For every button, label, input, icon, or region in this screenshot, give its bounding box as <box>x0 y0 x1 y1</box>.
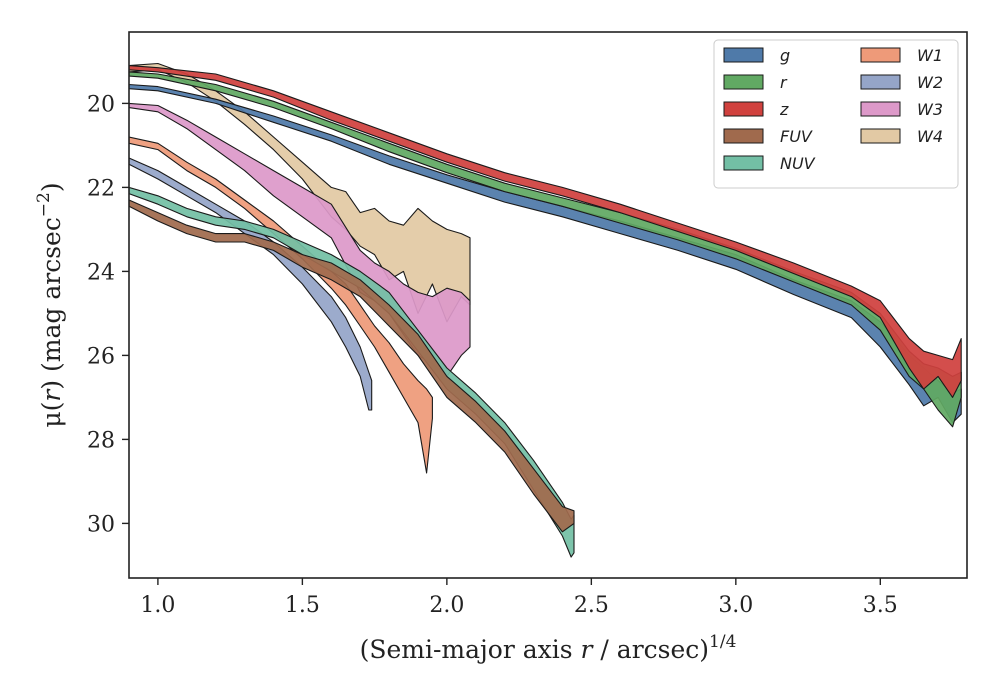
legend-swatch-w4 <box>860 128 901 144</box>
band-z <box>129 65 962 398</box>
band-nuv <box>129 186 575 558</box>
legend: grz FUV NUV W1 W2 W3 W4 <box>713 39 959 189</box>
legend-swatch-w1 <box>860 47 901 63</box>
x-tick-label: 1.5 <box>285 593 320 618</box>
legend-label-w1: W1 <box>917 46 943 65</box>
legend-label-r: r <box>780 73 788 92</box>
x-axis-label: (Semi-major axis r / arcsec)1/4 <box>360 632 737 664</box>
legend-label-fuv: FUV <box>780 127 813 146</box>
legend-swatch-w2 <box>860 74 901 90</box>
y-tick-label: 20 <box>87 92 115 117</box>
legend-label-w3: W3 <box>917 100 943 119</box>
legend-swatch-w3 <box>860 101 901 117</box>
band-w1 <box>129 136 433 474</box>
x-tick-label: 1.0 <box>140 593 175 618</box>
band-fuv <box>129 199 575 533</box>
legend-swatch-nuv <box>723 155 764 171</box>
x-axis-ticks: 1.0 1.5 2.0 2.5 3.0 3.5 <box>140 578 898 618</box>
y-tick-label: 28 <box>87 428 115 453</box>
band-g <box>129 83 962 424</box>
y-tick-label: 26 <box>87 344 115 369</box>
legend-swatch-fuv <box>723 128 764 144</box>
plot-frame <box>128 31 968 579</box>
legend-label-w2: W2 <box>917 73 943 92</box>
y-tick-label: 22 <box>87 176 115 201</box>
legend-swatch-r <box>723 74 764 90</box>
legend-label-w4: W4 <box>917 127 943 146</box>
legend-label-z: z <box>779 100 789 119</box>
legend-swatch-z <box>723 101 764 117</box>
legend-label-nuv: NUV <box>780 154 816 173</box>
y-axis-label: μ(r) (mag arcsec−2) <box>34 182 66 427</box>
y-axis-ticks: 20 22 24 26 28 30 <box>87 92 129 537</box>
band-r <box>129 71 962 428</box>
surface-brightness-bands <box>129 62 962 558</box>
legend-label-g: g <box>780 46 790 65</box>
x-tick-label: 2.5 <box>574 593 609 618</box>
x-tick-label: 3.0 <box>718 593 753 618</box>
x-tick-label: 3.5 <box>863 593 898 618</box>
x-tick-label: 2.0 <box>429 593 464 618</box>
y-tick-label: 30 <box>87 512 115 537</box>
legend-swatch-g <box>723 47 764 63</box>
y-tick-label: 24 <box>87 260 115 285</box>
